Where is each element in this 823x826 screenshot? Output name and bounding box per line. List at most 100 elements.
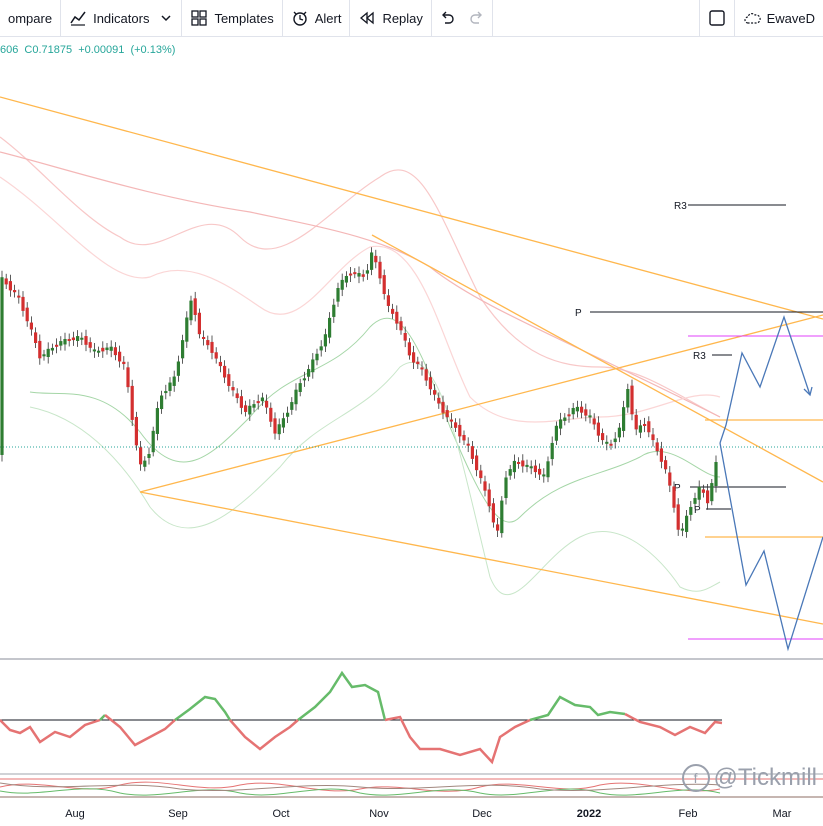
candle-body [512,460,516,473]
candle-body [685,515,689,532]
candle-body [67,338,71,341]
pivot-p-upper-label: P [575,308,582,319]
candle-body [147,453,151,459]
candle-body [559,419,563,429]
candle-body [668,472,672,486]
chevron-down-icon [157,9,175,27]
candle-body [181,340,185,359]
undo-button[interactable] [432,0,462,36]
candle-body [609,443,613,446]
candle-body [239,396,243,408]
upper-band-outer [0,136,721,418]
candle-body [588,415,592,418]
price-legend: 606 C0.71875 +0.00091 (+0.13%) [0,44,178,56]
candle-body [210,341,214,353]
candle-body [525,464,529,467]
undo-icon [438,9,456,27]
candle-body [386,295,390,306]
candle-body [25,307,29,322]
candle-body [433,390,437,395]
candle-body [697,486,701,500]
candle-body [139,447,143,465]
xaxis-label-mar: Mar [772,808,792,820]
candle-body [223,365,227,378]
candle-body [168,382,172,391]
candle-body [189,300,193,321]
main-chart[interactable]: R3 P R3 P P [0,37,823,804]
candle-body [416,361,420,365]
top-toolbar: ompare Indicators Templates Alert Replay [0,0,823,37]
candle-body [29,322,33,330]
oscillator-1-down-c [229,719,299,751]
xaxis-label-sep: Sep [168,808,188,820]
candle-body [517,461,521,464]
trendline-nov [371,234,823,483]
candle-body [248,405,252,415]
candle-body [290,402,294,410]
candle-body [550,442,554,460]
layout-save-button[interactable]: EwaveD [735,0,823,36]
candle-body [689,506,693,515]
alert-button[interactable]: Alert [283,0,351,36]
templates-button[interactable]: Templates [182,0,283,36]
replay-label: Replay [382,10,423,26]
candle-body [46,348,50,357]
compare-button[interactable]: ompare [0,0,62,36]
candle-body [281,418,285,428]
replay-button[interactable]: Replay [350,0,432,36]
candle-body [214,352,218,359]
candle-body [193,298,197,315]
candle-body [706,490,710,504]
candle-body [298,383,302,392]
candle-body [59,341,63,346]
redo-button[interactable] [462,0,493,36]
indicators-button[interactable]: Indicators [61,0,151,36]
candle-body [391,308,395,314]
lower-band-faint [29,361,721,595]
candle-body [17,295,21,298]
legend-low: 606 [0,44,19,56]
candle-body [42,354,46,357]
candle-body [605,441,609,444]
watermark-text: @Tickmill [713,764,817,791]
replay-icon [358,9,376,27]
candle-body [592,418,596,425]
oscillator-1-up-b [174,695,232,722]
candle-body [596,422,600,436]
candle-body [533,465,537,473]
candle-body [80,337,84,340]
candle-body [693,498,697,504]
candle-body [504,477,508,499]
indicators-dropdown[interactable] [151,0,183,36]
candle-body [265,400,269,408]
candle-body [113,347,117,356]
candle-body [76,336,80,341]
candle-body [92,349,96,352]
fullscreen-button[interactable] [698,0,735,36]
legend-change: +0.00091 [78,44,125,56]
lower-bands [29,317,721,595]
oscillator-1-down-d [384,715,531,765]
candle-body [311,359,315,373]
candle-body [378,261,382,279]
candle-body [571,407,575,415]
forecast-up-arrowhead [803,386,813,397]
upper-bands [0,136,721,423]
candle-body [84,336,88,345]
trendline-top [0,96,823,320]
candle-body [563,417,567,421]
candle-body [567,414,571,417]
candle-body [109,346,113,351]
candle-body [332,304,336,317]
oscillator-1-up-a [99,714,106,721]
candle-body [521,460,525,467]
candle-body [714,462,718,486]
candle-body [613,438,617,443]
oscillator-2-line-brown [0,782,721,791]
redo-icon [468,9,486,27]
xaxis-label-feb: Feb [678,808,698,820]
magenta-lines [688,335,823,640]
candle-body [63,338,67,345]
xaxis-label-dec: Dec [472,808,492,820]
xaxis-label-nov: Nov [369,808,389,820]
